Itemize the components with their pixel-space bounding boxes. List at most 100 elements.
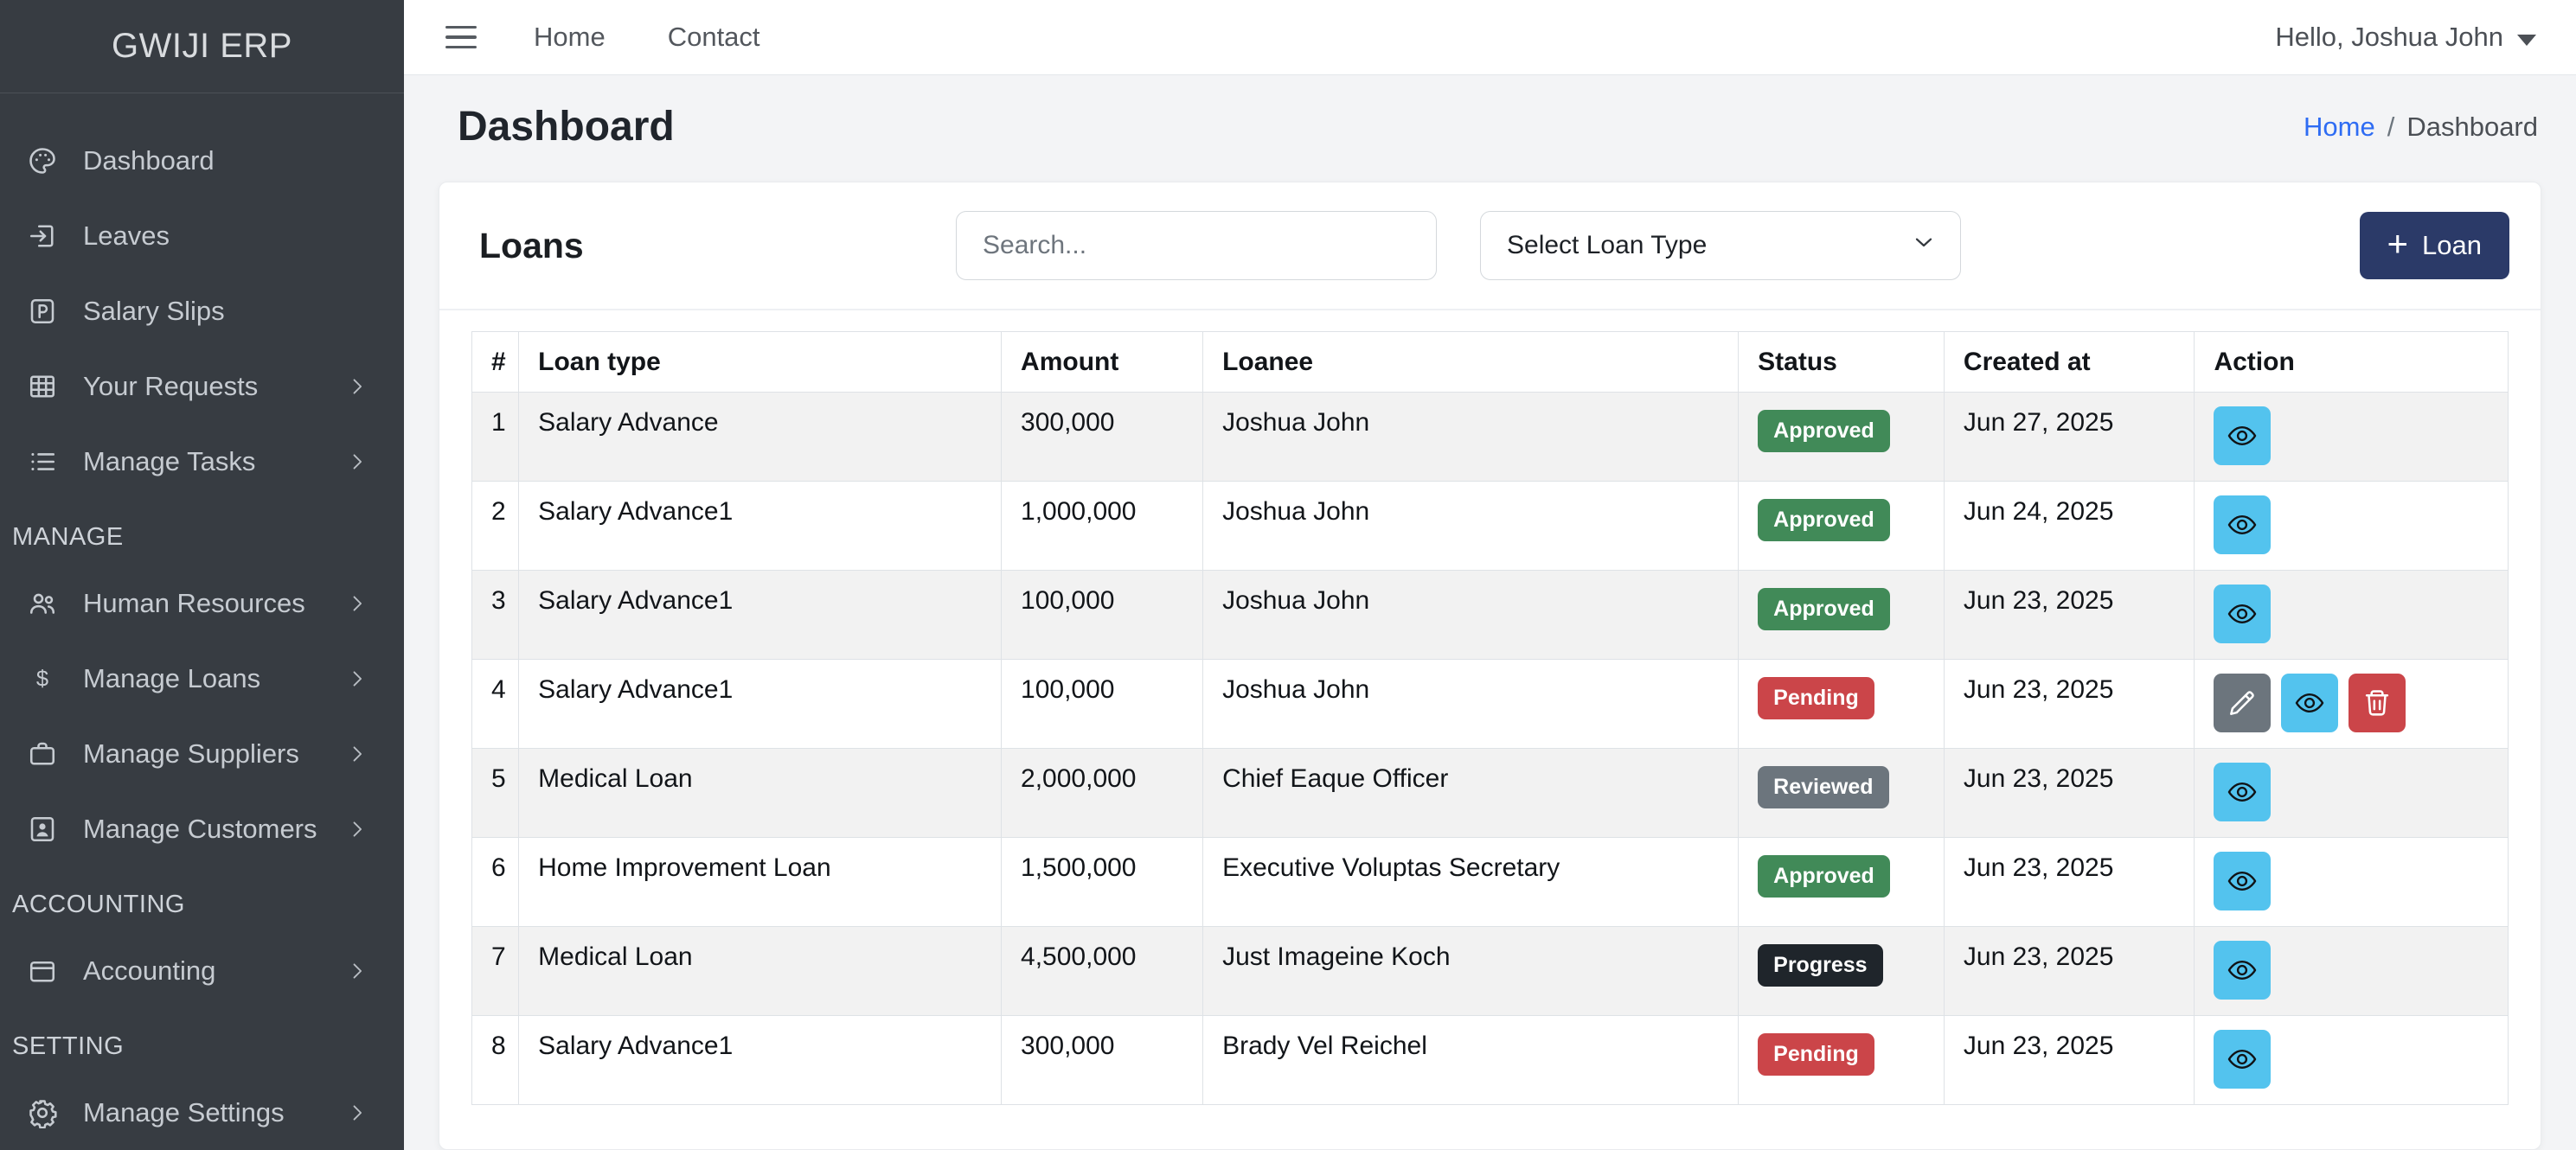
- hamburger-icon[interactable]: [444, 21, 478, 54]
- loan-type-cell: Salary Advance1: [518, 659, 1003, 749]
- column-header-action: Action: [2194, 331, 2509, 393]
- view-loan-button[interactable]: [2214, 495, 2272, 554]
- app-brand[interactable]: GWIJI ERP: [0, 0, 404, 93]
- sidebar-item-manage-customers[interactable]: Manage Customers: [0, 791, 404, 866]
- user-menu-dropdown[interactable]: Hello, Joshua John: [2275, 22, 2536, 53]
- status-cell: Approved: [1738, 392, 1945, 482]
- sidebar-item-label: Accounting: [83, 955, 216, 986]
- sidebar-item-leaves[interactable]: Leaves: [0, 198, 404, 273]
- eye-icon: [2226, 954, 2259, 987]
- created-at-cell: Jun 27, 2025: [1943, 392, 2195, 482]
- briefcase-icon: [26, 738, 59, 770]
- row-number: 2: [471, 481, 520, 571]
- page-title: Dashboard: [458, 104, 675, 150]
- trash-icon: [2361, 687, 2393, 719]
- view-loan-button[interactable]: [2214, 763, 2272, 821]
- loan-type-select-value: Select Loan Type: [1507, 231, 1708, 259]
- row-number: 3: [471, 570, 520, 660]
- table-row: 4 Salary Advance1 100,000 Joshua John Pendin…: [471, 659, 2509, 749]
- loans-table: # Loan type Amount Loanee Status Created at Ac…: [471, 331, 2509, 1105]
- breadcrumb-home-link[interactable]: Home: [2304, 111, 2375, 142]
- action-cell: [2194, 570, 2509, 660]
- card-title: Loans: [479, 225, 584, 265]
- page-header: Dashboard Home / Dashboard: [439, 75, 2541, 182]
- search-input[interactable]: [956, 211, 1437, 280]
- nav-section-header-setting: SETTING: [12, 1032, 125, 1060]
- column-header-amount: Amount: [1001, 331, 1204, 393]
- sidebar-item-dashboard[interactable]: Dashboard: [0, 123, 404, 198]
- chevron-right-icon: [345, 591, 369, 616]
- created-at-cell: Jun 23, 2025: [1943, 748, 2195, 838]
- breadcrumb-current: Dashboard: [2406, 111, 2538, 142]
- sidebar-item-human-resources[interactable]: Human Resources: [0, 565, 404, 641]
- loan-type-cell: Medical Loan: [518, 748, 1003, 838]
- status-badge: Approved: [1758, 499, 1890, 541]
- view-loan-button[interactable]: [2214, 406, 2272, 465]
- caret-down-icon: [2517, 34, 2536, 46]
- amount-cell: 2,000,000: [1001, 748, 1204, 838]
- created-at-cell: Jun 23, 2025: [1943, 837, 2195, 927]
- sidebar-item-label: Leaves: [83, 220, 170, 251]
- topbar: Home Contact Hello, Joshua John: [404, 0, 2576, 75]
- created-at-cell: Jun 23, 2025: [1943, 1015, 2195, 1105]
- row-number: 6: [471, 837, 520, 927]
- sidebar-item-your-requests[interactable]: Your Requests: [0, 348, 404, 424]
- view-loan-button[interactable]: [2214, 1030, 2272, 1089]
- sidebar-item-manage-suppliers[interactable]: Manage Suppliers: [0, 716, 404, 791]
- table-row: 7 Medical Loan 4,500,000 Just Imageine Koch…: [471, 926, 2509, 1016]
- sidebar-item-label: Manage Tasks: [83, 445, 256, 476]
- column-header-status: Status: [1738, 331, 1945, 393]
- table-row: 8 Salary Advance1 300,000 Brady Vel Reichel…: [471, 1015, 2509, 1105]
- view-loan-button[interactable]: [2214, 585, 2272, 643]
- main-area: Home Contact Hello, Joshua John Dashboard…: [404, 0, 2576, 1150]
- status-badge: Approved: [1758, 410, 1890, 452]
- amount-cell: 1,000,000: [1001, 481, 1204, 571]
- eye-icon: [2226, 508, 2259, 541]
- eye-icon: [2226, 776, 2259, 808]
- status-badge: Approved: [1758, 855, 1890, 898]
- edit-loan-button[interactable]: [2214, 674, 2272, 732]
- user-greeting: Hello, Joshua John: [2275, 22, 2503, 52]
- loans-card-header: Loans Select Loan Type + Loan: [439, 182, 2541, 310]
- chevron-right-icon: [345, 1101, 369, 1125]
- status-cell: Progress: [1738, 926, 1945, 1016]
- amount-cell: 100,000: [1001, 659, 1204, 749]
- sidebar-item-manage-loans[interactable]: $ Manage Loans: [0, 641, 404, 716]
- loan-type-select[interactable]: Select Loan Type: [1480, 211, 1961, 280]
- dollar-icon: $: [26, 662, 59, 695]
- sidebar-item-label: Human Resources: [83, 587, 305, 618]
- amount-cell: 1,500,000: [1001, 837, 1204, 927]
- loan-type-cell: Salary Advance: [518, 392, 1003, 482]
- view-loan-button[interactable]: [2281, 674, 2339, 732]
- action-cell: [2194, 481, 2509, 571]
- status-cell: Approved: [1738, 481, 1945, 571]
- row-number: 1: [471, 392, 520, 482]
- action-cell: [2194, 1015, 2509, 1105]
- person-badge-icon: [26, 813, 59, 846]
- list-icon: [26, 445, 59, 478]
- row-number: 4: [471, 659, 520, 749]
- topbar-link-contact[interactable]: Contact: [667, 22, 760, 52]
- gear-icon: [26, 1096, 59, 1129]
- sidebar-item-manage-settings[interactable]: Manage Settings: [0, 1075, 404, 1150]
- loan-type-cell: Salary Advance1: [518, 570, 1003, 660]
- sidebar-item-manage-tasks[interactable]: Manage Tasks: [0, 424, 404, 499]
- content: Dashboard Home / Dashboard Loans Select …: [404, 75, 2576, 1150]
- table-row: 5 Medical Loan 2,000,000 Chief Eaque Office…: [471, 748, 2509, 838]
- delete-loan-button[interactable]: [2349, 674, 2406, 732]
- loanee-cell: Joshua John: [1202, 659, 1740, 749]
- sidebar-nav: Dashboard Leaves Salary Slips Your Requests…: [0, 93, 404, 1150]
- action-cell: [2194, 748, 2509, 838]
- row-number: 8: [471, 1015, 520, 1105]
- topbar-link-home[interactable]: Home: [534, 22, 606, 52]
- sidebar-item-salary-slips[interactable]: Salary Slips: [0, 273, 404, 348]
- column-header-loan-type: Loan type: [518, 331, 1003, 393]
- action-cell: [2194, 659, 2509, 749]
- add-loan-button[interactable]: + Loan: [2359, 212, 2509, 279]
- table-icon: [26, 370, 59, 403]
- sidebar-item-accounting[interactable]: Accounting: [0, 933, 404, 1008]
- view-loan-button[interactable]: [2214, 852, 2272, 910]
- chevron-right-icon: [345, 817, 369, 841]
- breadcrumb: Home / Dashboard: [2304, 112, 2540, 143]
- view-loan-button[interactable]: [2214, 941, 2272, 1000]
